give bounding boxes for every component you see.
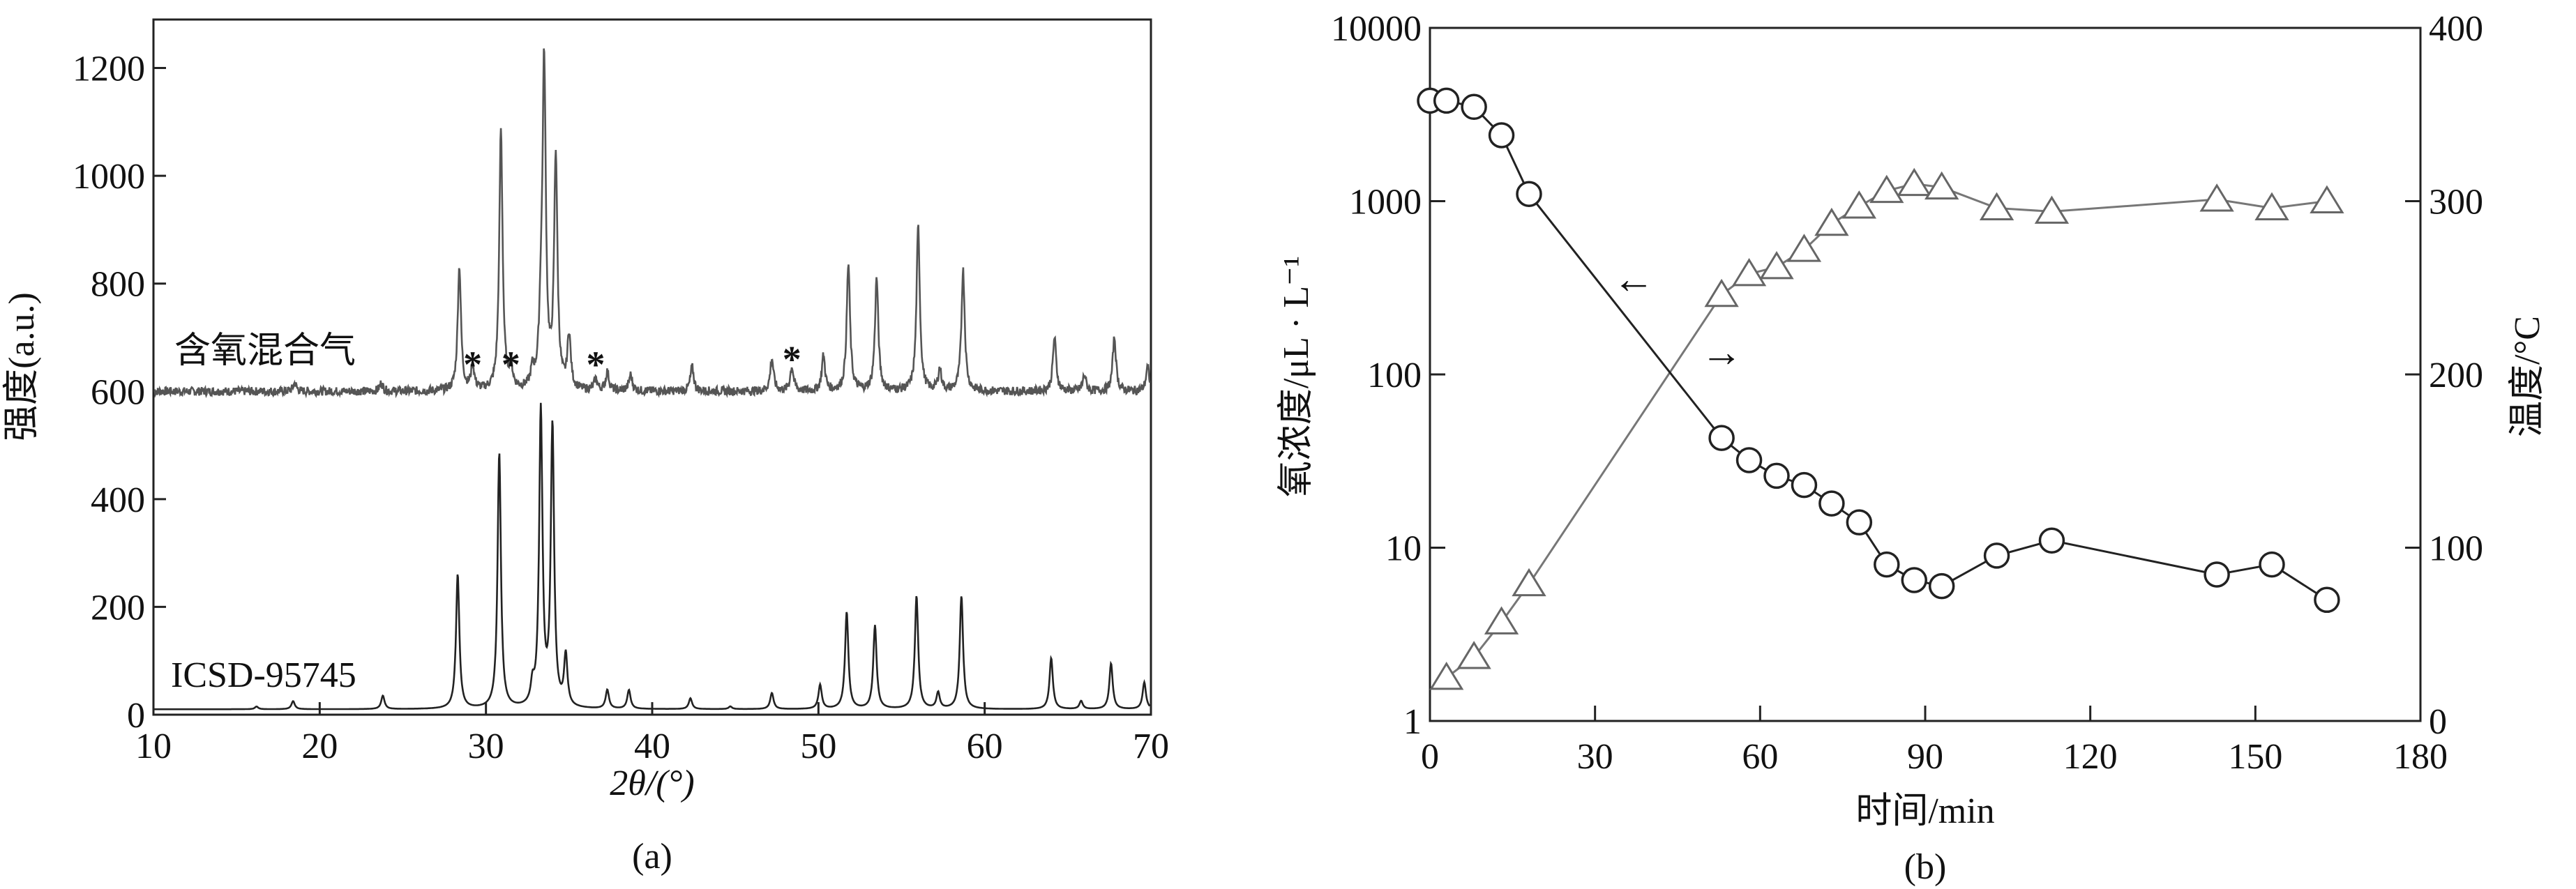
y2-tick-label: 0 bbox=[2429, 702, 2447, 742]
oxygen-point bbox=[1818, 490, 1845, 517]
y-tick-label: 10000 bbox=[1331, 9, 1422, 49]
series-label-mixed-gas: 含氧混合气 bbox=[174, 331, 356, 371]
temperature-point bbox=[1484, 606, 1519, 635]
temperature-point bbox=[2254, 192, 2289, 220]
x-tick-label: 30 bbox=[468, 727, 504, 766]
oxygen-point bbox=[1763, 462, 1790, 489]
panel-label-a: (a) bbox=[632, 837, 672, 876]
y-tick-label: 10 bbox=[1385, 529, 1422, 569]
impurity-peak-marker: * bbox=[502, 344, 520, 386]
panel-label-b: (b) bbox=[1904, 847, 1947, 887]
y-tick-label: 0 bbox=[127, 696, 145, 736]
temperature-point bbox=[1786, 234, 1822, 262]
oxygen-point bbox=[1708, 425, 1735, 451]
xrd-series-line-1 bbox=[154, 402, 1151, 711]
x-axis-label-a: 2θ/(°) bbox=[610, 763, 694, 803]
temperature-point bbox=[1759, 251, 1794, 280]
oxygen-point bbox=[2038, 527, 2065, 554]
x-tick-label: 20 bbox=[301, 727, 338, 766]
xrd-series-line-0 bbox=[153, 48, 1151, 399]
y-tick-label: 800 bbox=[91, 265, 145, 305]
oxygen-point bbox=[2314, 586, 2340, 614]
x-tick-label: 60 bbox=[967, 727, 1003, 766]
panel-a: 10 20 30 40 50 60 70 0 200 400 600 800 1000 1200 * * * *… bbox=[2, 18, 1169, 876]
temperature-point bbox=[1704, 278, 1739, 307]
temperature-point bbox=[1924, 171, 1959, 200]
x-tick-label: 10 bbox=[135, 727, 172, 766]
x-tick-label: 50 bbox=[800, 727, 836, 766]
impurity-peak-marker: * bbox=[463, 344, 482, 386]
panel-b-frame bbox=[1429, 26, 2422, 722]
oxygen-point bbox=[1516, 181, 1542, 207]
oxygen-point bbox=[1983, 542, 2010, 569]
y-axis-label-a: 强度(a.u.) bbox=[2, 292, 42, 441]
x-tick-label: 70 bbox=[1133, 727, 1169, 766]
impurity-peak-marker: * bbox=[586, 344, 605, 386]
oxygen-point bbox=[2259, 551, 2285, 578]
temperature-point bbox=[1979, 192, 2014, 220]
temperature-point bbox=[1429, 661, 1464, 690]
temperature-point bbox=[2034, 195, 2070, 224]
oxygen-point bbox=[2204, 561, 2230, 588]
oxygen-point bbox=[1901, 567, 1927, 593]
y-tick-label: 200 bbox=[91, 588, 145, 628]
y2-axis-label-b: 温度/°C bbox=[2508, 316, 2547, 437]
y-tick-label: 600 bbox=[91, 372, 145, 412]
oxygen-point bbox=[1846, 509, 1873, 535]
oxygen-point bbox=[1874, 551, 1900, 578]
oxygen-point bbox=[1928, 572, 1955, 600]
arrow-left-icon: ← bbox=[1613, 256, 1655, 302]
oxygen-point bbox=[1791, 471, 1818, 499]
x-tick-label: 180 bbox=[2393, 737, 2448, 777]
oxygen-point bbox=[1488, 122, 1515, 149]
temperature-point bbox=[1731, 257, 1767, 287]
y-tick-label: 1 bbox=[1403, 702, 1422, 742]
x-tick-label: 120 bbox=[2063, 737, 2118, 777]
oxygen-point bbox=[1433, 87, 1460, 114]
series-label-icsd: ICSD-95745 bbox=[171, 655, 356, 695]
x-tick-label: 90 bbox=[1907, 737, 1943, 777]
y-tick-label: 400 bbox=[91, 480, 145, 520]
temperature-point bbox=[1456, 641, 1491, 669]
y2-tick-label: 200 bbox=[2429, 356, 2483, 395]
temperature-point bbox=[2199, 183, 2234, 212]
x-tick-label: 0 bbox=[1421, 737, 1439, 777]
panel-b: 0 30 60 90 120 150 180 1 10 100 1000 10000 0 100 200 30… bbox=[1276, 9, 2547, 887]
y2-tick-label: 400 bbox=[2429, 9, 2483, 49]
y2-tick-label: 100 bbox=[2429, 529, 2483, 569]
x-axis-label-b: 时间/min bbox=[1855, 791, 1994, 831]
y-tick-label: 100 bbox=[1367, 356, 1422, 395]
oxygen-point bbox=[1461, 93, 1487, 121]
y-tick-label: 1000 bbox=[73, 157, 145, 197]
temperature-point bbox=[1512, 568, 1546, 597]
temperature-point bbox=[1869, 174, 1904, 204]
arrow-right-icon: → bbox=[1701, 329, 1742, 375]
y-tick-label: 1200 bbox=[73, 50, 145, 89]
impurity-peak-marker: * bbox=[783, 338, 801, 380]
x-tick-label: 150 bbox=[2228, 737, 2282, 777]
y-axis-label-b: 氧浓度/μL · L⁻¹ bbox=[1276, 256, 1316, 497]
temperature-point bbox=[1841, 190, 1877, 219]
temperature-point bbox=[1897, 167, 1931, 197]
x-tick-label: 40 bbox=[634, 727, 670, 766]
oxygen-line bbox=[1430, 99, 2328, 601]
temperature-point bbox=[2310, 185, 2344, 213]
y-tick-label: 1000 bbox=[1349, 183, 1422, 222]
oxygen-point bbox=[1735, 447, 1763, 473]
y2-tick-label: 300 bbox=[2429, 183, 2483, 222]
temperature-point bbox=[1814, 207, 1849, 236]
x-tick-label: 30 bbox=[1577, 737, 1613, 777]
x-tick-label: 60 bbox=[1742, 737, 1778, 777]
